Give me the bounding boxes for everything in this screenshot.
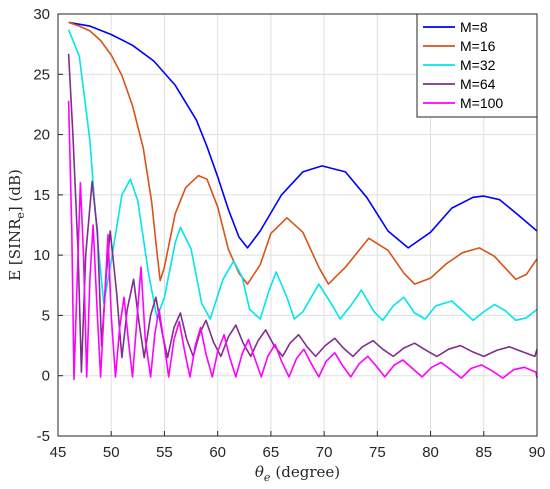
x-tick-label: 45 [50, 444, 67, 461]
y-tick-label: 30 [33, 6, 50, 23]
y-axis-label-suffix: ] (dB) [6, 169, 24, 212]
y-tick-label: 15 [33, 187, 50, 204]
y-tick-label: -5 [37, 428, 50, 445]
x-tick-label: 85 [475, 444, 492, 461]
legend: M=8 M=16 M=32 M=64 M=100 [416, 13, 538, 118]
x-axis-label: θe (degree) [255, 463, 340, 484]
y-tick-label: 20 [33, 127, 50, 144]
y-tick-label: 25 [33, 66, 50, 83]
x-axis-label-unit: (degree) [275, 463, 340, 481]
series-line-m-16 [68, 21, 538, 285]
x-tick-label: 70 [316, 444, 333, 461]
x-tick-label: 60 [209, 444, 226, 461]
y-axis-label-prefix: E [SINR [6, 218, 24, 281]
legend-label: M=64 [460, 76, 496, 92]
plot-frame [57, 13, 538, 437]
y-tick-label: 5 [42, 307, 50, 324]
legend-label: M=100 [460, 95, 503, 111]
y-tick-label: 0 [42, 368, 50, 385]
series-line-m-64 [67, 53, 538, 373]
x-tick-label: 80 [422, 444, 439, 461]
x-tick-label: 75 [369, 444, 386, 461]
x-tick-label: 90 [529, 444, 546, 461]
x-axis-label-subscript: e [264, 471, 271, 484]
legend-label: M=8 [460, 19, 488, 35]
y-axis-label: E [SINRe] (dB) [6, 169, 27, 281]
y-tick-label: 10 [33, 247, 50, 264]
x-tick-label: 65 [263, 444, 280, 461]
legend-label: M=16 [460, 38, 496, 54]
y-axis-label-subscript: e [14, 212, 27, 219]
legend-label: M=32 [460, 57, 496, 73]
series-lines [67, 21, 538, 381]
x-tick-label: 55 [156, 444, 173, 461]
tick-labels: 45 50 55 60 65 70 75 80 85 90 -5 0 5 10 15 20 25 30 [33, 6, 545, 461]
series-line-m-8 [68, 21, 538, 249]
series-line-m-100 [67, 100, 538, 381]
series-line-m-32 [67, 29, 538, 322]
x-axis-label-symbol: θ [255, 463, 264, 481]
x-tick-label: 50 [103, 444, 120, 461]
